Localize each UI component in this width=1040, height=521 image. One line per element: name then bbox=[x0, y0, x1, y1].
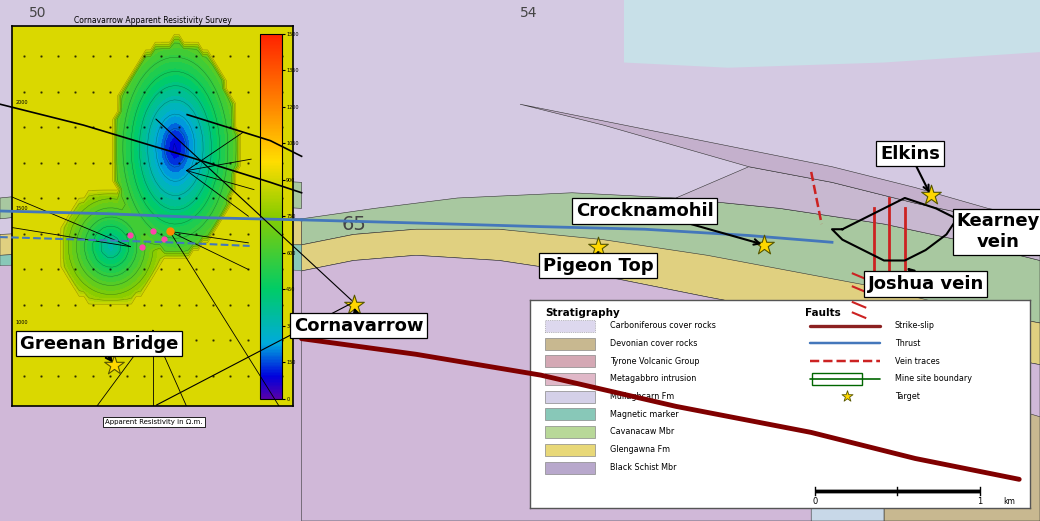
Point bbox=[590, 243, 606, 252]
Text: 65: 65 bbox=[341, 215, 366, 233]
Polygon shape bbox=[884, 391, 1040, 521]
Text: 50: 50 bbox=[29, 6, 46, 20]
Point bbox=[756, 241, 773, 249]
Polygon shape bbox=[624, 0, 1040, 68]
Polygon shape bbox=[0, 177, 302, 219]
Polygon shape bbox=[302, 0, 1040, 219]
Polygon shape bbox=[676, 167, 1040, 260]
Point bbox=[345, 301, 362, 309]
Text: Pigeon Top: Pigeon Top bbox=[543, 257, 653, 275]
Polygon shape bbox=[0, 260, 302, 521]
Polygon shape bbox=[302, 193, 1040, 323]
Polygon shape bbox=[520, 104, 1040, 234]
Point bbox=[106, 361, 123, 369]
Text: Greenan Bridge: Greenan Bridge bbox=[20, 335, 178, 353]
Text: Joshua vein: Joshua vein bbox=[867, 275, 984, 293]
Text: Crocknamohil: Crocknamohil bbox=[576, 202, 713, 220]
Text: Kearney
vein: Kearney vein bbox=[957, 213, 1040, 251]
Text: Apparent Resistivity in Ω.m.: Apparent Resistivity in Ω.m. bbox=[105, 419, 203, 426]
Point bbox=[959, 238, 976, 246]
Text: 54: 54 bbox=[520, 6, 537, 20]
Polygon shape bbox=[0, 245, 302, 271]
Polygon shape bbox=[302, 255, 1040, 521]
Point bbox=[922, 191, 939, 200]
Polygon shape bbox=[811, 375, 915, 521]
Text: Elkins: Elkins bbox=[880, 145, 940, 163]
Text: Cornavarrow: Cornavarrow bbox=[294, 317, 423, 334]
Polygon shape bbox=[790, 313, 988, 375]
Polygon shape bbox=[0, 0, 302, 521]
Polygon shape bbox=[302, 229, 1040, 365]
Polygon shape bbox=[0, 219, 302, 255]
